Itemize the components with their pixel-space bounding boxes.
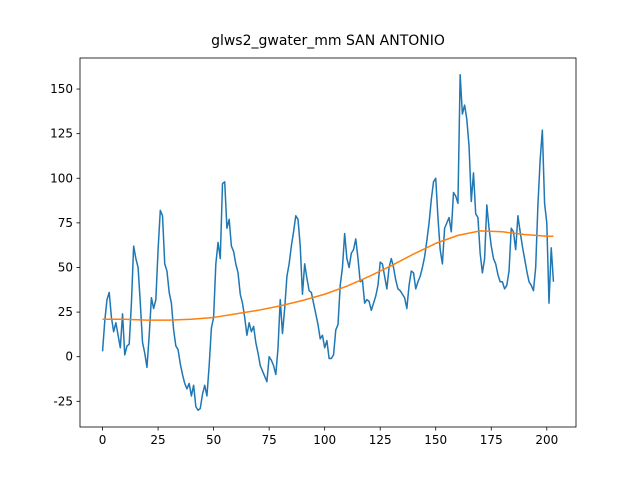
x-tick-label: 100 bbox=[313, 433, 336, 447]
x-tick-label: 175 bbox=[480, 433, 503, 447]
y-tick-label: 50 bbox=[58, 260, 73, 274]
x-tick-label: 200 bbox=[535, 433, 558, 447]
x-tick-label: 50 bbox=[206, 433, 221, 447]
x-tick-label: 75 bbox=[261, 433, 276, 447]
y-tick-label: 75 bbox=[58, 216, 73, 230]
y-tick-label: 150 bbox=[50, 82, 73, 96]
y-tick-label: 125 bbox=[50, 127, 73, 141]
x-tick-label: 0 bbox=[99, 433, 107, 447]
series-line bbox=[102, 230, 554, 321]
series-line bbox=[101, 74, 555, 411]
y-tick-label: 100 bbox=[50, 171, 73, 185]
y-tick-label: 25 bbox=[58, 305, 73, 319]
y-tick-label: -25 bbox=[53, 394, 73, 408]
x-tick-label: 125 bbox=[369, 433, 392, 447]
x-tick-label: 150 bbox=[424, 433, 447, 447]
x-tick-label: 25 bbox=[150, 433, 165, 447]
plot-frame bbox=[79, 57, 577, 428]
y-tick-label: 0 bbox=[65, 350, 73, 364]
chart-title: glws2_gwater_mm SAN ANTONIO bbox=[211, 33, 445, 49]
